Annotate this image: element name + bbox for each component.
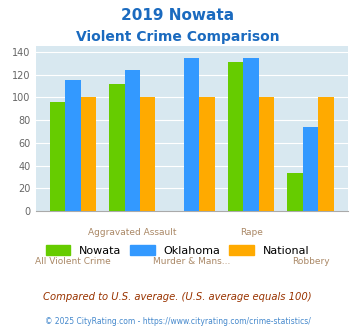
Bar [81, 97, 96, 211]
Text: Rape: Rape [240, 228, 263, 237]
Text: All Violent Crime: All Violent Crime [35, 257, 111, 266]
Bar [140, 97, 155, 211]
Bar [200, 97, 215, 211]
Bar [303, 127, 318, 211]
Bar [287, 173, 303, 211]
Text: © 2025 CityRating.com - https://www.cityrating.com/crime-statistics/: © 2025 CityRating.com - https://www.city… [45, 317, 310, 326]
Text: Robbery: Robbery [292, 257, 329, 266]
Bar [318, 97, 334, 211]
Text: Compared to U.S. average. (U.S. average equals 100): Compared to U.S. average. (U.S. average … [43, 292, 312, 302]
Bar [109, 84, 125, 211]
Bar [228, 62, 244, 211]
Bar [65, 80, 81, 211]
Bar [125, 70, 140, 211]
Text: Violent Crime Comparison: Violent Crime Comparison [76, 30, 279, 44]
Bar [244, 57, 259, 211]
Text: Aggravated Assault: Aggravated Assault [88, 228, 176, 237]
Bar [259, 97, 274, 211]
Bar [184, 57, 200, 211]
Bar [50, 102, 65, 211]
Legend: Nowata, Oklahoma, National: Nowata, Oklahoma, National [41, 241, 314, 260]
Text: Murder & Mans...: Murder & Mans... [153, 257, 230, 266]
Text: 2019 Nowata: 2019 Nowata [121, 8, 234, 23]
